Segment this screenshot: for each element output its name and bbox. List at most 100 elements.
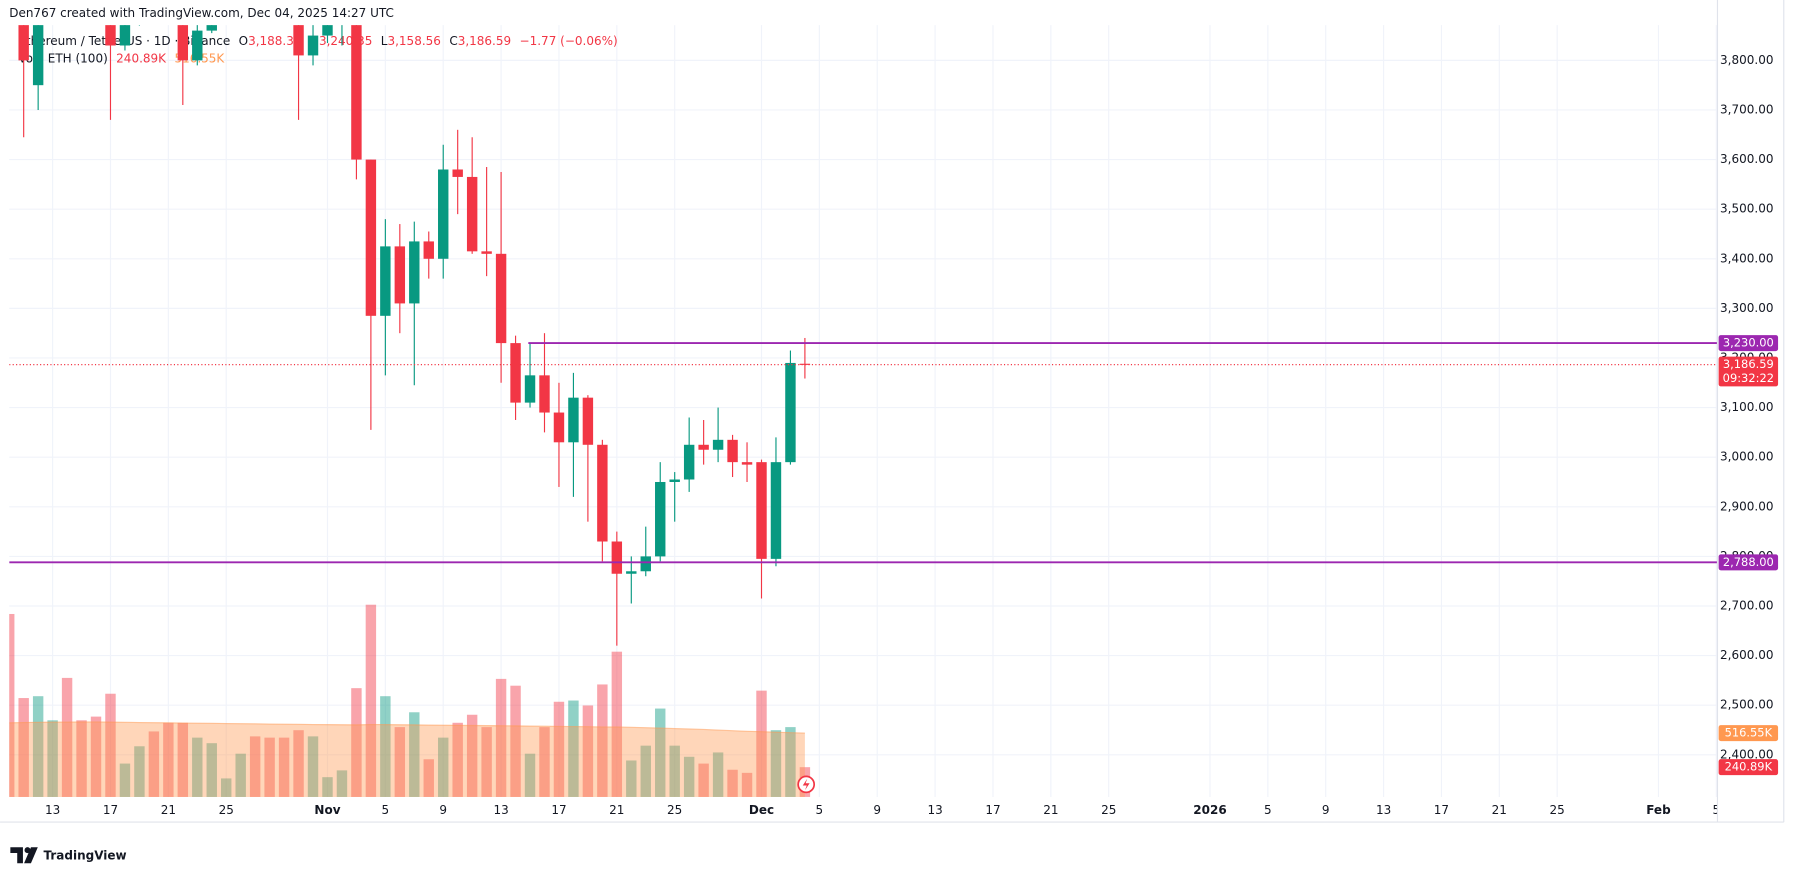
x-tick-label: 21 [161,803,176,817]
volume-bar [466,714,478,797]
credit: Den767 created with TradingView.com, Dec… [9,6,394,20]
x-tick-label: Dec [749,803,774,817]
candle-body [510,343,521,403]
candle-body [568,397,579,443]
volume-bar [452,722,463,797]
volume-bar [727,769,738,797]
candle-body [524,375,536,403]
change: −1.77 (−0.06%) [520,34,618,48]
y-tick-label: 3,800.00 [1720,53,1773,67]
candle-body [712,439,724,450]
candle-body [785,362,796,463]
volume-bar [481,727,492,797]
y-tick-label: 2,600.00 [1720,648,1773,662]
candle-body [626,571,637,574]
y-tick-label: 3,300.00 [1720,301,1773,315]
x-tick-label: 5 [1264,803,1272,817]
candle-body [481,251,492,254]
ohlc-value: 3,158.56 [387,34,440,48]
x-tick-label: 21 [1043,803,1058,817]
volume-bar [365,604,377,797]
ohlc-key: L [381,34,388,48]
candle-body [655,481,666,557]
volume-ma-area [9,721,805,797]
candle-body [452,169,463,177]
x-tick-label: 21 [609,803,624,817]
x-tick-label: 13 [493,803,508,817]
volume-bar [61,677,73,797]
x-tick-label: 9 [1322,803,1330,817]
volume-tag-label: 240.89K [1725,760,1773,774]
x-tick-label: 21 [1492,803,1507,817]
candle-body [438,169,449,259]
volume-bar [119,763,131,797]
last-price-tag [1718,356,1779,387]
level-tag [1718,335,1779,352]
level-tag [1718,554,1779,571]
volume-bar [18,698,29,797]
candle-body [105,25,116,46]
x-tick-label: 13 [1376,803,1391,817]
y-tick-label: 2,900.00 [1720,499,1773,513]
candle-body [192,30,203,61]
candle-body [495,253,507,344]
ohlc-key: O [239,34,248,48]
volume-bar [32,696,44,797]
candle-body [640,556,651,572]
candle-body [307,35,319,56]
volume-bar [307,736,319,797]
event-icon-bolt [802,778,810,791]
volume-bar [655,708,666,797]
candle-body [466,176,478,252]
volume-bar [249,736,261,797]
axes: 2,400.002,500.002,600.002,700.002,800.00… [0,0,1785,823]
candle-body [683,444,695,480]
y-tick-label: 2,400.00 [1720,747,1773,761]
volume-bar [264,737,275,797]
volume-bar [380,696,391,797]
volume-ma-line [9,721,805,734]
volume-bar [409,712,420,797]
candle-body [18,25,29,61]
y-tick-label: 3,400.00 [1720,251,1773,265]
candle-body [351,25,362,160]
volume-bar [756,690,767,797]
candle-body [409,241,420,304]
candle-body [365,159,377,316]
y-tick-label: 3,000.00 [1720,450,1773,464]
grid [9,25,1718,797]
brand: TradingView [44,848,127,862]
volume-bar [322,777,333,797]
volume-ma-tag [1718,725,1779,742]
volume-pane [9,604,811,797]
volume-ma-tag-label: 516.55K [1725,726,1773,740]
candle-body [597,444,608,542]
volume-bar [683,756,695,797]
logo-mark [10,847,23,864]
x-tick-label: 9 [873,803,881,817]
x-tick-label: 17 [1434,803,1449,817]
volume-bar [539,727,550,797]
candle-body [799,363,811,365]
volume-bar [785,727,796,797]
x-tick-label: 25 [667,803,682,817]
y-tick-label: 3,500.00 [1720,202,1773,216]
volume-bar [770,730,782,797]
y-tick-label: 3,100.00 [1720,400,1773,414]
volume-bar [423,759,434,797]
candle-body [770,462,782,559]
candle-body [322,25,333,36]
x-tick-label: 17 [551,803,566,817]
x-tick-label: 5 [1713,803,1721,817]
y-tick-label: 3,600.00 [1720,152,1773,166]
volume-bar [278,737,290,797]
volume-bar [47,720,58,797]
volume-bar [221,778,232,797]
ohlc-value: 3,186.59 [458,34,511,48]
level-tag-label: 3,230.00 [1723,336,1774,350]
y-tick-label: 2,700.00 [1720,598,1773,612]
volume-bar [640,745,651,797]
volume-bar [192,737,203,797]
